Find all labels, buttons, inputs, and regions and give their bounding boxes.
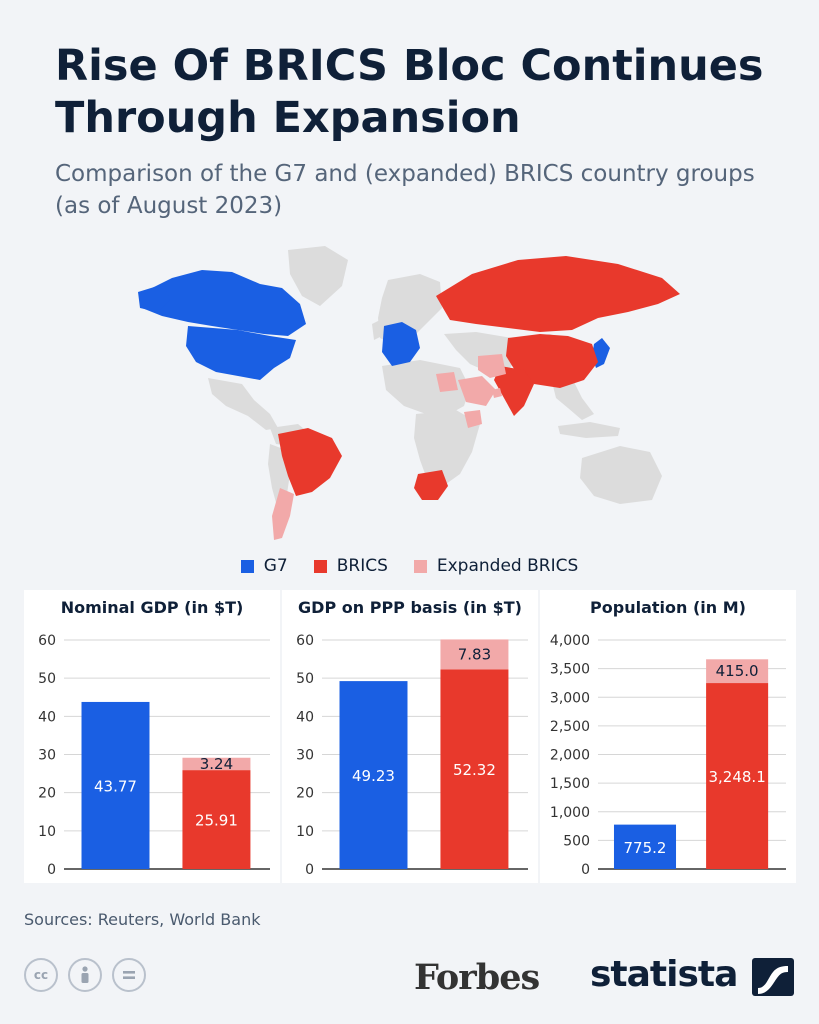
y-tick-label: 30 — [296, 748, 314, 764]
southeast-asia-shape — [552, 378, 594, 420]
bar-g7 — [81, 701, 150, 869]
data-label-g7: 43.77 — [94, 777, 137, 795]
brazil-shape — [278, 428, 342, 496]
legend-item-g7: G7 — [240, 556, 288, 576]
data-label-brics: 3,248.1 — [708, 768, 765, 786]
y-tick-label: 20 — [296, 786, 314, 802]
chart-panel-gdp-ppp: GDP on PPP basis (in $T) 0 10 20 30 40 50 60 49… — [282, 590, 538, 883]
gdp-ppp-chart: 0 10 20 30 40 50 60 49.23 52.32 7.83 — [296, 633, 528, 878]
africa-central-shape — [414, 410, 480, 484]
south-africa-shape — [414, 470, 448, 500]
y-tick-label: 40 — [296, 709, 314, 725]
y-tick-label: 30 — [38, 748, 56, 764]
iran-shape — [478, 354, 506, 378]
bar-expanded-brics — [182, 757, 251, 771]
mexico-central-america-shape — [208, 378, 278, 430]
chart-subtitle: Comparison of the G7 and (expanded) BRIC… — [55, 161, 755, 219]
indonesia-shape — [558, 422, 620, 438]
y-tick-label: 3,000 — [550, 690, 590, 706]
data-label-g7: 775.2 — [624, 839, 667, 857]
cc-icon[interactable]: cc — [24, 958, 58, 992]
bar-brics — [706, 683, 769, 869]
chart-panel-population: Population (in M) 0 500 1,000 1,500 2,000 2,5… — [540, 590, 796, 883]
y-tick-label: 3,500 — [550, 662, 590, 678]
bar-g7 — [613, 824, 677, 869]
y-tick-label: 40 — [38, 709, 56, 725]
legend: G7 BRICS Expanded BRICS — [0, 554, 819, 578]
data-label-expanded-brics: 3.24 — [200, 755, 233, 773]
y-tick-label: 0 — [47, 862, 56, 878]
panel-title-gdp-ppp: GDP on PPP basis (in $T) — [298, 598, 522, 617]
statista-logo[interactable]: statista — [590, 954, 738, 995]
bar-expanded-brics — [706, 659, 769, 684]
legend-item-expanded: Expanded BRICS — [413, 556, 579, 576]
y-tick-label: 1,000 — [550, 805, 590, 821]
forbes-logo[interactable]: Forbes — [414, 957, 540, 998]
bar-brics — [182, 770, 251, 869]
data-label-g7: 49.23 — [352, 767, 395, 785]
india-shape — [494, 366, 534, 416]
legend-swatch-expanded — [413, 559, 427, 573]
no-derivatives-icon[interactable] — [112, 958, 146, 992]
data-label-expanded-brics: 7.83 — [458, 645, 491, 663]
y-tick-label: 60 — [296, 633, 314, 649]
bar-g7 — [339, 681, 408, 869]
chart-panel-nominal-gdp: Nominal GDP (in $T) 0 10 20 30 40 50 60 43.77 25… — [24, 590, 280, 883]
y-tick-label: 10 — [296, 824, 314, 840]
argentina-shape — [272, 488, 294, 540]
y-tick-label: 2,000 — [550, 748, 590, 764]
statista-logo-icon — [752, 958, 794, 996]
panel-title-nominal-gdp: Nominal GDP (in $T) — [60, 598, 244, 617]
alaska-shape — [138, 284, 170, 312]
russia-shape — [436, 256, 680, 332]
legend-swatch-g7 — [240, 559, 254, 573]
panel-title-population: Population (in M) — [590, 598, 746, 617]
y-tick-label: 1,500 — [550, 776, 590, 792]
uae-shape — [492, 388, 502, 398]
nominal-gdp-chart: 0 10 20 30 40 50 60 43.77 25.91 3.24 — [38, 633, 270, 878]
data-label-brics: 25.91 — [195, 812, 238, 830]
canada-shape — [140, 270, 306, 336]
legend-label-brics: BRICS — [336, 556, 388, 576]
legend-swatch-brics — [313, 559, 327, 573]
attribution-icon[interactable] — [68, 958, 102, 992]
y-tick-label: 0 — [581, 862, 590, 878]
world-map — [138, 246, 680, 540]
bar-expanded-brics — [440, 639, 509, 670]
y-tick-label: 50 — [38, 671, 56, 687]
western-europe-shape — [382, 322, 420, 366]
sources-note: Sources: Reuters, World Bank — [24, 910, 261, 929]
chart-title: Rise Of BRICS Bloc Continues Through Exp… — [55, 41, 764, 143]
australia-shape — [580, 446, 662, 504]
data-label-expanded-brics: 415.0 — [716, 662, 759, 680]
y-tick-label: 20 — [38, 786, 56, 802]
saudi-arabia-shape — [458, 376, 496, 406]
greenland-shape — [288, 246, 348, 306]
y-tick-label: 60 — [38, 633, 56, 649]
usa-shape — [186, 326, 296, 380]
population-chart: 0 500 1,000 1,500 2,000 2,500 3,000 3,500 4,000 7… — [550, 633, 786, 878]
y-tick-label: 500 — [563, 833, 590, 849]
legend-label-g7: G7 — [263, 556, 288, 576]
china-shape — [506, 334, 598, 388]
uk-shape — [372, 320, 382, 340]
legend-label-expanded: Expanded BRICS — [436, 556, 579, 576]
y-tick-label: 4,000 — [550, 633, 590, 649]
data-label-brics: 52.32 — [453, 761, 496, 779]
y-tick-label: 50 — [296, 671, 314, 687]
egypt-shape — [436, 372, 458, 392]
accent-bar — [24, 48, 34, 216]
y-tick-label: 0 — [305, 862, 314, 878]
license-icons: cc — [24, 958, 146, 992]
y-tick-label: 10 — [38, 824, 56, 840]
legend-item-brics: BRICS — [313, 556, 388, 576]
y-tick-label: 2,500 — [550, 719, 590, 735]
ethiopia-shape — [464, 410, 482, 428]
bar-brics — [440, 669, 509, 869]
